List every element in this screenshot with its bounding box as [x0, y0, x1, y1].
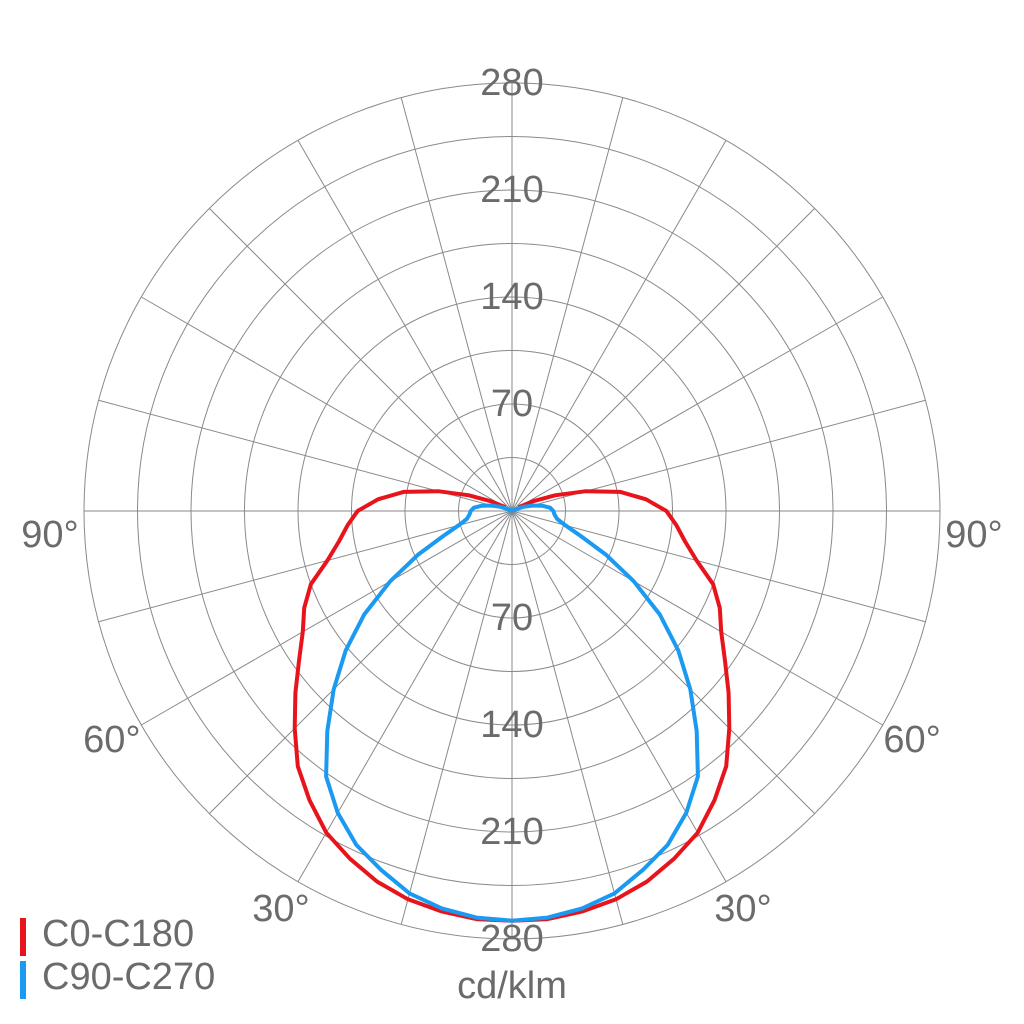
grid-circle: [351, 350, 673, 672]
r-tick-label: 140: [480, 704, 543, 746]
r-tick-label: 280: [480, 918, 543, 960]
grid-circle: [190, 189, 834, 833]
grid-circle: [404, 403, 620, 619]
angle-tick-label: 30°: [714, 888, 771, 930]
angle-tick-label: 90°: [945, 514, 1002, 556]
grid-circle: [83, 82, 941, 940]
r-tick-label: 210: [480, 169, 543, 211]
r-tick-label: 210: [480, 811, 543, 853]
grid-circle: [297, 296, 727, 726]
grid-circle: [458, 457, 566, 565]
angle-tick-label: 60°: [883, 719, 940, 761]
intensity-curve: [324, 503, 513, 923]
r-tick-label: 70: [491, 597, 533, 639]
angle-tick-label: 60°: [83, 719, 140, 761]
unit-label: cd/klm: [457, 965, 567, 1007]
intensity-curve: [511, 489, 732, 923]
intensity-curve: [292, 489, 513, 923]
angle-tick-label: 30°: [252, 888, 309, 930]
legend-swatch: [20, 961, 26, 999]
legend-label: C0-C180: [42, 913, 194, 955]
legend-label: C90-C270: [42, 956, 215, 998]
grid-circle: [137, 136, 887, 886]
r-tick-label: 70: [491, 383, 533, 425]
r-tick-label: 280: [480, 62, 543, 104]
legend-swatch: [20, 918, 26, 956]
angle-tick-label: 90°: [21, 514, 78, 556]
intensity-curve: [511, 503, 700, 923]
grid-circle: [244, 243, 780, 779]
r-tick-label: 140: [480, 276, 543, 318]
